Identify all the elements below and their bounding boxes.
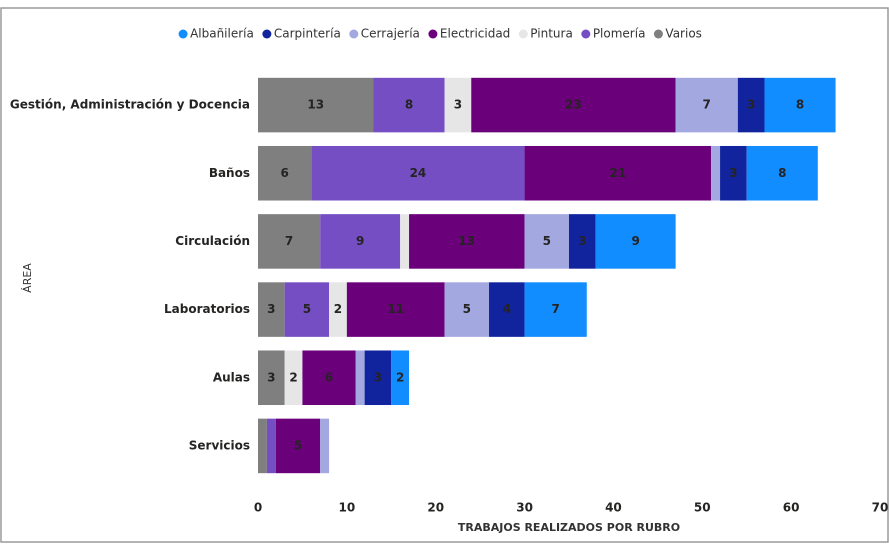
data-label: 5 (303, 302, 311, 316)
legend-marker (349, 29, 359, 39)
data-label: 8 (796, 98, 804, 112)
data-label: 13 (458, 234, 475, 248)
bar-segment (258, 77, 374, 133)
y-tick-label: Baños (209, 166, 250, 180)
y-tick-label: Gestión, Administración y Docencia (10, 98, 250, 112)
legend-marker (428, 29, 438, 39)
data-label: 6 (280, 166, 288, 180)
bar-segment (284, 350, 303, 406)
data-label: 8 (405, 98, 413, 112)
data-label: 3 (267, 370, 275, 384)
bar-segment (275, 418, 321, 474)
x-tick-label: 70 (872, 501, 889, 515)
legend-label: Varios (665, 27, 702, 41)
data-label: 24 (410, 166, 427, 180)
bar-segment (302, 350, 356, 406)
data-label: 8 (778, 166, 786, 180)
bar-segment (524, 145, 712, 201)
bar-segment (444, 282, 490, 337)
data-label: 3 (578, 234, 586, 248)
data-label: 5 (463, 302, 471, 316)
x-tick-label: 10 (339, 501, 356, 515)
data-label: 11 (387, 302, 404, 316)
legend-marker (262, 29, 272, 39)
data-label: 3 (374, 370, 382, 384)
bar-segment (320, 418, 330, 474)
data-label: 5 (294, 438, 302, 452)
bar-segment (711, 145, 721, 201)
data-label: 9 (631, 234, 639, 248)
bar-segment (364, 350, 392, 406)
data-label: 2 (289, 370, 297, 384)
data-label: 3 (454, 98, 462, 112)
y-tick-label: Servicios (189, 438, 250, 452)
bar-segment (258, 282, 285, 337)
bar-segment (720, 145, 747, 201)
y-tick-label: Aulas (213, 370, 250, 384)
bar-segment (400, 214, 410, 269)
bar-segment (471, 77, 676, 133)
bar-segment (258, 350, 285, 406)
data-label: 7 (551, 302, 559, 316)
bar-segment (595, 214, 676, 269)
bar-segment (284, 282, 330, 337)
y-tick-label: Laboratorios (164, 302, 250, 316)
bar-segment (373, 77, 445, 133)
legend-label: Cerrajería (361, 27, 420, 41)
bar-segment (266, 418, 276, 474)
y-axis-title: ÁREA (21, 263, 34, 293)
data-label: 3 (729, 166, 737, 180)
bar-segment (311, 145, 525, 201)
data-label: 2 (334, 302, 342, 316)
bar-segment (320, 214, 401, 269)
bar-segment (409, 214, 525, 269)
bar-segment (355, 350, 365, 406)
data-label: 7 (703, 98, 711, 112)
data-label: 23 (565, 98, 582, 112)
data-label: 2 (396, 370, 404, 384)
legend-marker (653, 29, 663, 39)
bar-segment (391, 350, 410, 406)
data-label: 5 (543, 234, 551, 248)
bar-segment (569, 214, 596, 269)
bar-segment (524, 282, 587, 337)
bar-segment (675, 77, 738, 133)
data-label: 4 (503, 302, 511, 316)
bar-segment (329, 282, 347, 337)
bar-segment (346, 282, 445, 337)
x-tick-label: 30 (516, 501, 533, 515)
x-tick-label: 40 (605, 501, 622, 515)
x-tick-label: 50 (694, 501, 711, 515)
legend-marker (581, 29, 591, 39)
data-label: 3 (747, 98, 755, 112)
x-tick-label: 0 (254, 501, 262, 515)
bar-segment (258, 418, 267, 474)
x-axis-title: TRABAJOS REALIZADOS POR RUBRO (458, 521, 680, 534)
x-tick-label: 60 (783, 501, 800, 515)
data-label: 21 (610, 166, 627, 180)
legend-label: Electricidad (440, 27, 510, 41)
legend-label: Plomería (593, 27, 646, 41)
data-label: 7 (285, 234, 293, 248)
data-label: 13 (307, 98, 324, 112)
legend-marker (518, 29, 528, 39)
bar-segment (746, 145, 818, 201)
bar-segment (737, 77, 765, 133)
bar-segment (258, 145, 312, 201)
data-label: 6 (325, 370, 333, 384)
legend-label: Pintura (530, 27, 573, 41)
bar-segment (764, 77, 836, 133)
data-label: 9 (356, 234, 364, 248)
bar-segment (489, 282, 525, 337)
y-tick-label: Circulación (175, 234, 250, 248)
legend-label: Carpintería (274, 27, 341, 41)
bar-segment (524, 214, 569, 269)
data-label: 3 (267, 302, 275, 316)
bar-segment (258, 214, 321, 269)
bar-segment (444, 77, 472, 133)
x-tick-label: 20 (427, 501, 444, 515)
legend-label: Albañilería (190, 27, 254, 41)
legend-marker (178, 29, 188, 39)
